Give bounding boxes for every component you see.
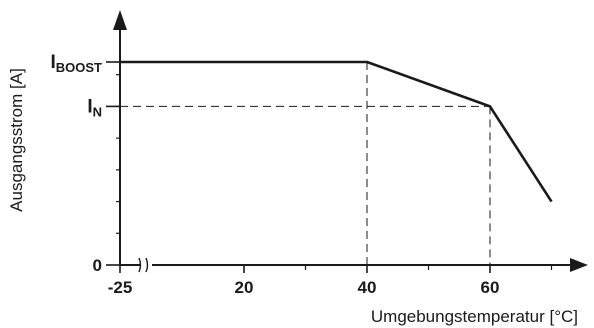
y-axis-title: Ausgangsstrom [A] (7, 68, 26, 212)
axes (106, 10, 588, 273)
x-tick-label: 60 (481, 278, 500, 297)
x-tick-label: 20 (235, 278, 254, 297)
x-axis-arrow (570, 258, 588, 272)
axis-break-mark (138, 257, 142, 273)
series (120, 60, 553, 203)
y-axis-arrow (113, 10, 127, 30)
y-level-label: 0 (93, 256, 102, 275)
axis-break-mask (140, 257, 152, 273)
axis-break-mark (145, 257, 149, 273)
series-line (120, 60, 553, 203)
y-level-label: IN (87, 96, 102, 119)
x-tick-label: 40 (358, 278, 377, 297)
x-tick-label: -25 (108, 278, 133, 297)
labels: 0 IN IBOOST -25 20 40 60 (50, 52, 499, 297)
reference-lines (120, 62, 491, 265)
y-level-label: IBOOST (50, 52, 102, 75)
x-axis-title: Umgebungstemperatur [°C] (371, 307, 578, 326)
